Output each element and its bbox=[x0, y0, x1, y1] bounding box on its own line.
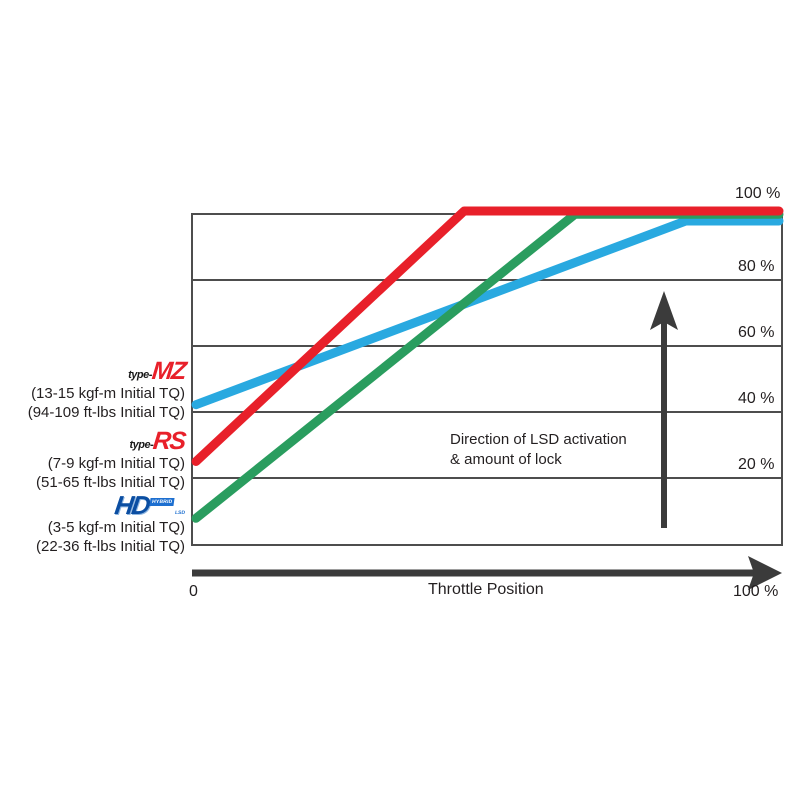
mz-logo-name: MZ bbox=[150, 357, 187, 385]
hd-spec-line-1: (3-5 kgf-m Initial TQ) bbox=[47, 519, 185, 536]
mz-logo: type- MZ bbox=[0, 357, 187, 385]
direction-arrow-icon bbox=[650, 291, 678, 528]
y-axis-label-100: 100 % bbox=[735, 185, 781, 202]
callout-line-2: & amount of lock bbox=[450, 451, 562, 468]
y-axis-label-20: 20 % bbox=[738, 456, 775, 473]
x-axis-arrow-icon bbox=[192, 556, 782, 590]
rs-logo-prefix: type- bbox=[129, 439, 154, 451]
mz-spec-line-2: (94-109 ft-lbs Initial TQ) bbox=[27, 404, 185, 421]
rs-spec-line-2: (51-65 ft-lbs Initial TQ) bbox=[36, 474, 185, 491]
rs-logo: type- RS bbox=[0, 427, 187, 455]
hd-logo-sub: LSD bbox=[174, 510, 186, 516]
mz-spec-line-1: (13-15 kgf-m Initial TQ) bbox=[31, 385, 185, 402]
legend-item-mz: type- MZ (13-15 kgf-m Initial TQ) (94-10… bbox=[0, 357, 187, 422]
y-axis-label-80: 80 % bbox=[738, 258, 775, 275]
x-axis-label-end: 100 % bbox=[733, 583, 779, 600]
legend-item-rs: type- RS (7-9 kgf-m Initial TQ) (51-65 f… bbox=[0, 427, 187, 492]
hd-logo: HD HYBRID LSD bbox=[0, 490, 186, 520]
rs-logo-name: RS bbox=[151, 427, 187, 455]
x-axis-title: Throttle Position bbox=[428, 581, 544, 598]
y-axis-label-60: 60 % bbox=[738, 324, 775, 341]
x-axis-label-start: 0 bbox=[189, 583, 198, 600]
hd-logo-badge: HYBRID bbox=[149, 498, 175, 506]
series-line-rs bbox=[191, 216, 784, 410]
rs-spec-line-1: (7-9 kgf-m Initial TQ) bbox=[47, 455, 185, 472]
y-axis-label-40: 40 % bbox=[738, 390, 775, 407]
hd-spec-line-2: (22-36 ft-lbs Initial TQ) bbox=[36, 538, 185, 555]
callout-line-1: Direction of LSD activation bbox=[450, 431, 627, 448]
series-line-mz bbox=[191, 206, 784, 466]
hd-logo-name: HD bbox=[112, 490, 151, 520]
mz-logo-prefix: type- bbox=[128, 369, 152, 381]
legend-item-hd: HD HYBRID LSD (3-5 kgf-m Initial TQ) (22… bbox=[0, 490, 186, 556]
